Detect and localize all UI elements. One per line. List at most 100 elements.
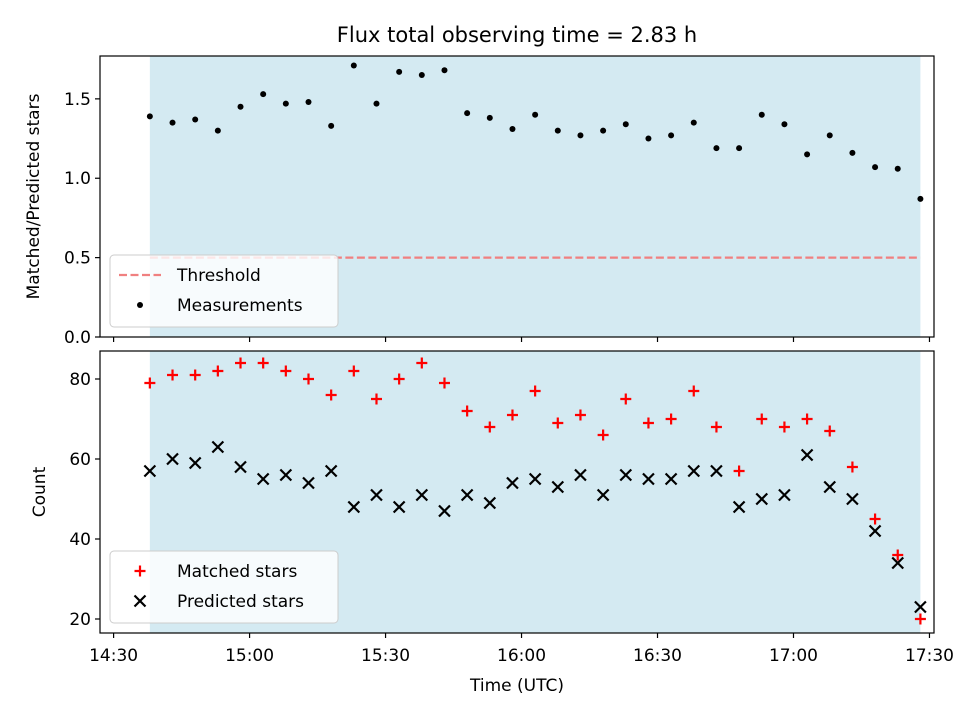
measurement-point: [872, 164, 879, 171]
matched-stars-point: [257, 357, 269, 369]
predicted-stars-point: [188, 456, 202, 470]
measurement-point: [486, 114, 493, 121]
legend: Threshold Measurements: [109, 254, 339, 328]
measurement-point: [894, 165, 901, 172]
axes-frame: [99, 55, 935, 338]
predicted-stars-point: [891, 556, 905, 570]
matched-stars-point: [438, 377, 450, 389]
matched-stars-point: [665, 413, 677, 425]
predicted-stars-point: [642, 472, 655, 486]
matched-stars-point: [280, 365, 292, 377]
top-panel: 0.0 0.5 1.0 1.5 Matched/Predicted stars Thres…: [24, 55, 935, 348]
matched-stars-point: [892, 549, 904, 561]
chart-title: Flux total observing time = 2.83 h: [337, 23, 697, 47]
measurement-point: [532, 111, 539, 118]
matched-stars-point: [303, 373, 314, 385]
predicted-stars-point: [823, 480, 837, 494]
matched-stars-point: [914, 613, 926, 625]
matched-stars-point: [370, 393, 382, 405]
predicted-stars-point: [211, 440, 225, 454]
predicted-stars-point: [868, 524, 882, 538]
y-tick-label: 60: [69, 450, 91, 470]
measurement-point: [577, 132, 584, 139]
measurement-point: [781, 121, 788, 128]
matched-stars-point: [801, 413, 813, 425]
x-tick-label: 17:00: [769, 646, 818, 666]
y-tick-label: 0.0: [64, 328, 91, 348]
measurement-point: [237, 103, 244, 110]
predicted-stars-point: [370, 488, 383, 502]
matched-stars-point: [710, 421, 722, 433]
predicted-stars-point: [392, 500, 406, 514]
measurement-point: [668, 132, 675, 139]
predicted-stars-point: [596, 488, 610, 502]
measurement-point: [214, 127, 221, 134]
matched-stars-point: [325, 389, 337, 401]
predicted-stars-point: [506, 476, 519, 490]
legend-box: [109, 254, 339, 328]
matched-stars-point: [688, 385, 700, 397]
matched-stars-point: [529, 385, 541, 397]
x-tick-label: 16:30: [633, 646, 682, 666]
measurement-point: [645, 135, 652, 142]
matched-stars-point: [348, 365, 360, 377]
predicted-stars-point: [143, 464, 157, 478]
y-tick-label: 0.5: [64, 249, 91, 269]
predicted-stars-point: [778, 488, 791, 502]
measurement-point: [600, 127, 607, 134]
predicted-stars-point: [846, 492, 859, 506]
matched-stars-point: [869, 513, 881, 525]
predicted-stars-point: [234, 460, 247, 474]
predicted-stars-point: [664, 472, 678, 486]
measurement-point: [464, 110, 471, 117]
y-tick-label: 1.5: [64, 90, 91, 110]
matched-stars-point: [212, 365, 224, 377]
measurement-point: [373, 100, 380, 107]
matched-stars-point: [846, 461, 858, 473]
axes-frame: [99, 350, 935, 634]
predicted-stars-point: [732, 500, 746, 514]
matched-stars-point: [756, 413, 768, 425]
legend-box: [109, 550, 339, 624]
measurement-point: [736, 145, 743, 152]
predicted-stars-point: [710, 464, 723, 478]
legend-label: Predicted stars: [177, 592, 304, 612]
matched-stars-point: [189, 369, 201, 381]
predicted-stars-point: [256, 472, 270, 486]
legend-label: Threshold: [176, 266, 261, 286]
measurement-point: [690, 119, 697, 126]
measurement-point: [441, 67, 448, 74]
y-tick-label: 80: [69, 370, 91, 390]
measurement-point: [917, 195, 924, 202]
predicted-stars-point: [438, 504, 451, 518]
matched-stars-point: [824, 425, 836, 437]
measurement-point: [282, 100, 289, 107]
legend-matched-swatch: [134, 565, 146, 577]
predicted-stars-point: [166, 452, 179, 466]
matched-stars-point: [461, 405, 473, 417]
predicted-stars-point: [324, 464, 338, 478]
matched-stars-point: [733, 465, 745, 477]
matched-stars-point: [235, 357, 247, 369]
measurement-point: [622, 121, 629, 128]
measurement-point: [554, 127, 561, 134]
measurement-point: [146, 113, 153, 120]
matched-stars-point: [144, 377, 156, 389]
matched-stars-point: [574, 409, 586, 421]
measurement-point: [849, 149, 856, 156]
x-axis-label: Time (UTC): [469, 676, 564, 696]
bottom-panel: 20 40 60 80 14:30 15:00 15:30 16:00 16:30 17:00 17…: [30, 350, 954, 696]
predicted-stars-point: [687, 464, 701, 478]
legend-label: Measurements: [177, 296, 303, 316]
legend-measurements-swatch: [137, 302, 143, 308]
y-tick-label: 40: [69, 530, 91, 550]
y-axis-label: Matched/Predicted stars: [24, 93, 44, 299]
predicted-stars-point: [347, 500, 361, 514]
matched-stars-point: [620, 393, 632, 405]
legend-label: Matched stars: [177, 562, 297, 582]
x-tick-label: 15:00: [225, 646, 274, 666]
measurement-point: [418, 72, 425, 79]
measurement-point: [169, 119, 176, 126]
y-tick-label: 20: [69, 610, 91, 630]
